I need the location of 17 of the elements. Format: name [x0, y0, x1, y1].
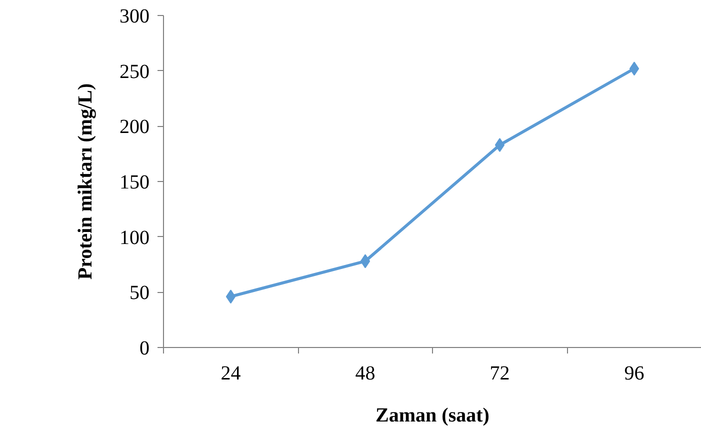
x-tick-label: 72	[490, 362, 510, 384]
point	[629, 62, 640, 76]
y-tick-label: 250	[120, 60, 150, 83]
y-tick-label: 0	[140, 338, 150, 360]
y-tick-label: 100	[120, 226, 150, 249]
y-tick-label: 150	[120, 172, 150, 194]
y-tick-label: 200	[120, 116, 150, 138]
point	[360, 254, 370, 268]
x-axis-title: Zaman (saat)	[376, 404, 490, 426]
point	[494, 138, 505, 152]
x-tick-label: 96	[624, 362, 644, 384]
y-axis-title: Protein miktarı (mg/L)	[74, 83, 96, 280]
x-tick-label: 48	[355, 362, 376, 384]
x-tick-label: 24	[220, 362, 241, 384]
y-tick-label: 50	[130, 282, 150, 304]
y-tick-label: 300	[120, 6, 150, 28]
point	[226, 290, 236, 304]
